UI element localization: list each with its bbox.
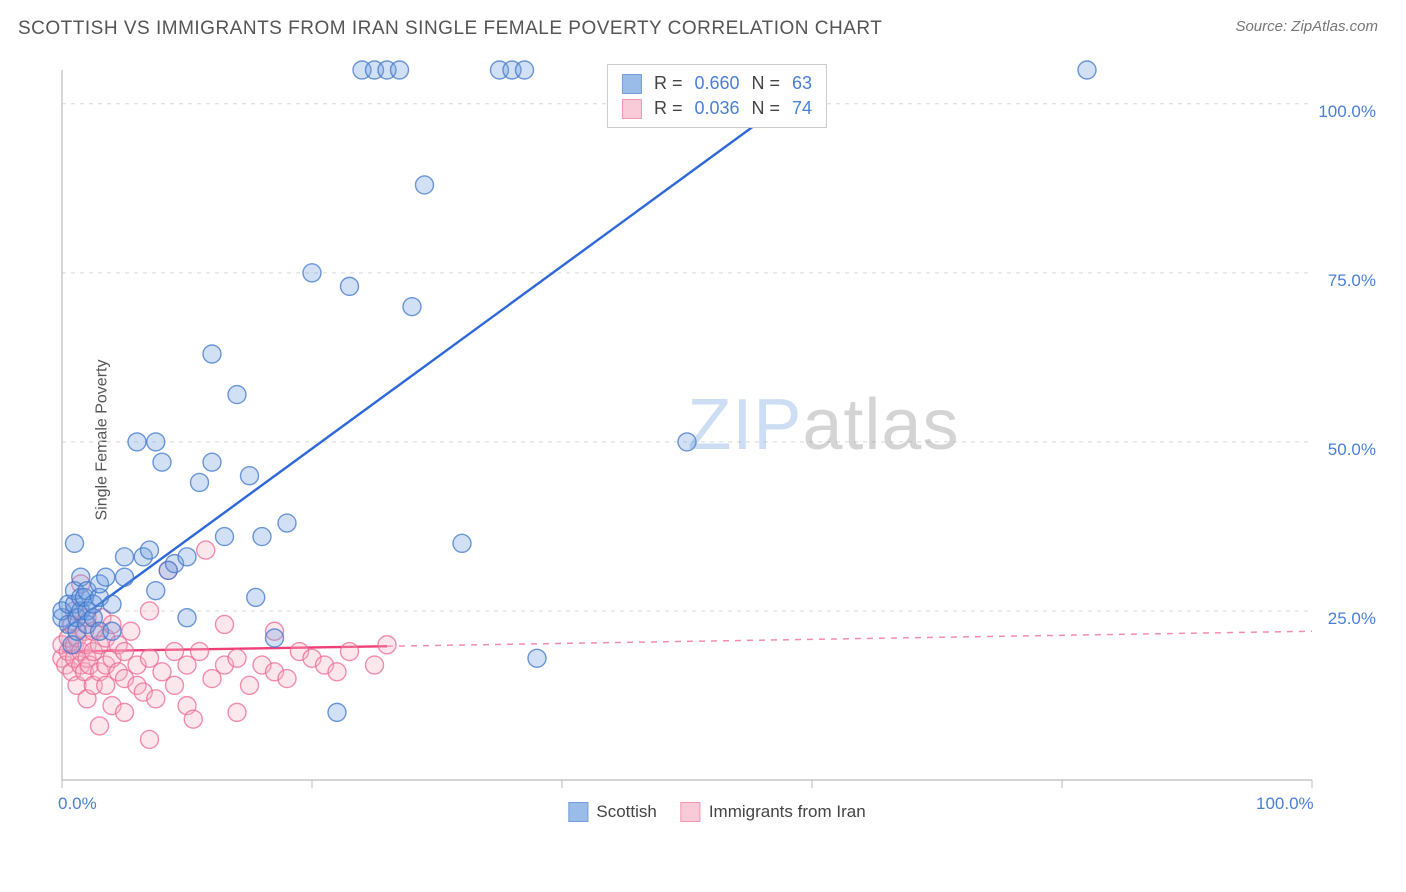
series-legend: Scottish Immigrants from Iran	[568, 802, 865, 822]
y-tick-label: 50.0%	[1328, 440, 1376, 460]
correlation-legend: R = 0.660 N = 63 R = 0.036 N = 74	[607, 64, 827, 128]
chart-title: SCOTTISH VS IMMIGRANTS FROM IRAN SINGLE …	[18, 18, 882, 40]
r-label: R =	[654, 73, 683, 94]
legend-swatch	[681, 802, 701, 822]
legend-row: R = 0.036 N = 74	[622, 96, 812, 121]
n-value: 63	[792, 73, 812, 94]
r-value: 0.660	[694, 73, 739, 94]
y-tick-label: 25.0%	[1328, 609, 1376, 629]
y-tick-label: 100.0%	[1318, 102, 1376, 122]
chart-container: Single Female Poverty R = 0.660 N = 63 R…	[52, 60, 1382, 820]
legend-row: R = 0.660 N = 63	[622, 71, 812, 96]
legend-swatch-iran	[622, 99, 642, 119]
r-value: 0.036	[694, 98, 739, 119]
legend-label: Scottish	[596, 802, 656, 822]
x-tick-label: 0.0%	[58, 794, 97, 814]
y-tick-label: 75.0%	[1328, 271, 1376, 291]
n-label: N =	[752, 73, 781, 94]
legend-item-iran: Immigrants from Iran	[681, 802, 866, 822]
n-value: 74	[792, 98, 812, 119]
legend-label: Immigrants from Iran	[709, 802, 866, 822]
source-attribution: Source: ZipAtlas.com	[1235, 18, 1378, 35]
legend-swatch-scottish	[622, 74, 642, 94]
scatter-plot	[52, 60, 1382, 820]
x-tick-label: 100.0%	[1256, 794, 1314, 814]
r-label: R =	[654, 98, 683, 119]
legend-item-scottish: Scottish	[568, 802, 656, 822]
legend-swatch	[568, 802, 588, 822]
n-label: N =	[752, 98, 781, 119]
